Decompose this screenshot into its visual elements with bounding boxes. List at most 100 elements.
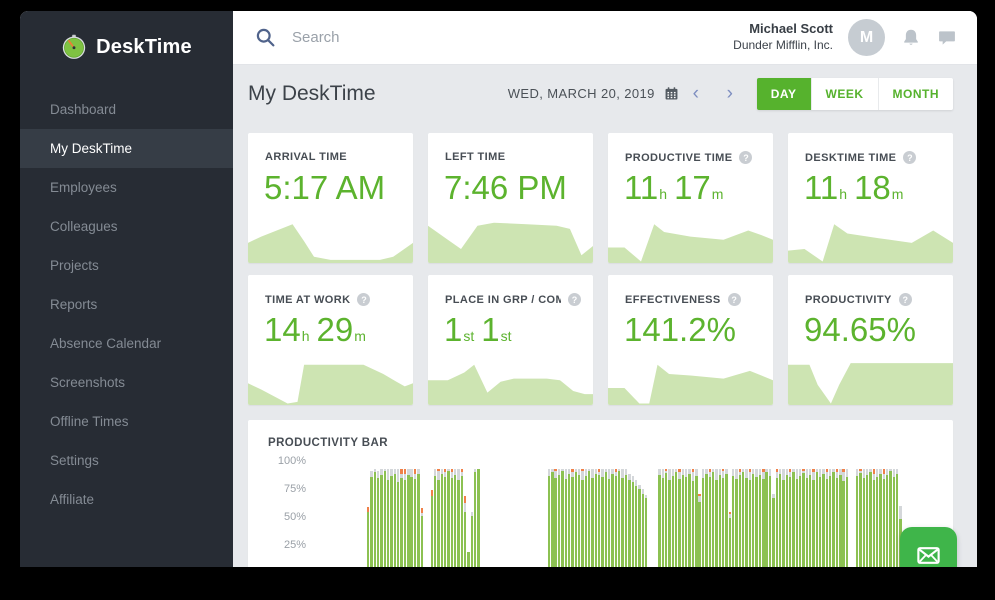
productivity-bar[interactable]	[601, 469, 604, 567]
productivity-bar[interactable]	[554, 469, 557, 567]
sidebar-item-employees[interactable]: Employees	[50, 180, 117, 195]
support-chat-button[interactable]	[900, 527, 957, 567]
next-day-chevron-icon[interactable]: ›	[726, 83, 733, 104]
productivity-bar[interactable]	[661, 469, 665, 567]
productivity-bar[interactable]	[387, 469, 390, 567]
productivity-bar[interactable]	[691, 469, 695, 567]
help-icon[interactable]: ?	[903, 151, 917, 164]
search-icon[interactable]	[255, 27, 276, 48]
productivity-bar[interactable]	[410, 469, 413, 567]
productivity-bar[interactable]	[604, 469, 608, 567]
productivity-bar[interactable]	[420, 508, 423, 567]
productivity-bar[interactable]	[584, 469, 587, 567]
productivity-bar[interactable]	[872, 469, 876, 567]
productivity-bar[interactable]	[758, 469, 762, 567]
productivity-bar[interactable]	[464, 495, 467, 567]
productivity-bar[interactable]	[397, 469, 400, 567]
calendar-icon[interactable]	[664, 86, 679, 101]
productivity-bar[interactable]	[557, 469, 561, 567]
productivity-bar[interactable]	[400, 469, 403, 567]
productivity-bar[interactable]	[839, 469, 842, 567]
productivity-bar[interactable]	[896, 469, 899, 567]
productivity-bar[interactable]	[725, 469, 728, 567]
logo[interactable]: DeskTime	[20, 28, 233, 66]
range-button-day[interactable]: DAY	[756, 77, 811, 110]
productivity-bar[interactable]	[467, 551, 470, 567]
productivity-bar[interactable]	[718, 469, 721, 567]
productivity-bar[interactable]	[782, 469, 785, 567]
productivity-bar[interactable]	[678, 469, 681, 567]
productivity-bar[interactable]	[855, 469, 859, 567]
productivity-bar[interactable]	[437, 469, 440, 567]
productivity-bar[interactable]	[470, 511, 474, 567]
productivity-bar[interactable]	[618, 469, 621, 567]
productivity-bar[interactable]	[594, 469, 598, 567]
productivity-bar[interactable]	[366, 507, 370, 567]
productivity-bar[interactable]	[772, 493, 775, 567]
productivity-bar[interactable]	[889, 469, 892, 567]
sidebar-item-screenshots[interactable]: Screenshots	[50, 375, 126, 390]
sidebar-item-projects[interactable]: Projects	[50, 258, 99, 273]
productivity-bar[interactable]	[802, 469, 805, 567]
productivity-bar[interactable]	[742, 469, 745, 567]
productivity-bar[interactable]	[715, 469, 718, 567]
productivity-bar[interactable]	[812, 469, 815, 567]
sidebar-item-reports[interactable]: Reports	[50, 297, 98, 312]
productivity-bar[interactable]	[688, 469, 691, 567]
productivity-bar[interactable]	[862, 469, 865, 567]
productivity-bar[interactable]	[477, 469, 480, 567]
productivity-bar[interactable]	[664, 469, 668, 567]
help-icon[interactable]: ?	[898, 293, 912, 306]
productivity-bar[interactable]	[403, 469, 407, 567]
productivity-bar[interactable]	[571, 469, 574, 567]
bell-icon[interactable]	[900, 27, 922, 49]
productivity-bar[interactable]	[413, 469, 417, 567]
productivity-bar[interactable]	[731, 469, 735, 567]
range-button-month[interactable]: MONTH	[877, 77, 953, 110]
productivity-bar[interactable]	[577, 469, 581, 567]
productivity-bar[interactable]	[641, 489, 644, 567]
productivity-bar[interactable]	[567, 469, 571, 567]
productivity-bar[interactable]	[815, 469, 819, 567]
help-icon[interactable]: ?	[568, 293, 581, 306]
productivity-bar[interactable]	[698, 493, 701, 567]
productivity-bar[interactable]	[708, 469, 711, 567]
productivity-bar[interactable]	[765, 469, 768, 567]
productivity-bar[interactable]	[433, 469, 437, 567]
productivity-bar[interactable]	[390, 469, 393, 567]
productivity-bar[interactable]	[591, 469, 594, 567]
productivity-bar[interactable]	[842, 469, 845, 567]
productivity-bar[interactable]	[728, 511, 731, 567]
productivity-bar[interactable]	[788, 469, 792, 567]
productivity-bar[interactable]	[447, 469, 450, 567]
productivity-bar[interactable]	[581, 469, 584, 567]
productivity-bar[interactable]	[785, 469, 788, 567]
productivity-bar[interactable]	[875, 469, 879, 567]
productivity-bar[interactable]	[564, 469, 567, 567]
productivity-bar[interactable]	[634, 480, 638, 567]
productivity-bar[interactable]	[681, 469, 685, 567]
productivity-bar[interactable]	[658, 469, 661, 567]
productivity-bar[interactable]	[457, 469, 460, 567]
productivity-bar[interactable]	[430, 490, 433, 567]
sidebar-item-offline-times[interactable]: Offline Times	[50, 414, 129, 429]
sidebar-item-my-desktime[interactable]: My DeskTime	[20, 129, 233, 168]
productivity-bar[interactable]	[865, 469, 869, 567]
productivity-bar[interactable]	[748, 469, 752, 567]
sidebar-item-dashboard[interactable]: Dashboard	[50, 102, 117, 117]
prev-day-chevron-icon[interactable]: ‹	[692, 83, 699, 104]
productivity-bar[interactable]	[407, 469, 410, 567]
productivity-bar[interactable]	[819, 469, 822, 567]
productivity-bar[interactable]	[370, 471, 373, 567]
help-icon[interactable]: ?	[739, 151, 753, 164]
productivity-bar[interactable]	[735, 469, 738, 567]
productivity-bar[interactable]	[608, 469, 611, 567]
productivity-bar[interactable]	[574, 469, 577, 567]
productivity-bar[interactable]	[869, 469, 872, 567]
productivity-bar[interactable]	[752, 469, 755, 567]
productivity-bar[interactable]	[778, 469, 782, 567]
productivity-bar[interactable]	[745, 469, 748, 567]
productivity-bar[interactable]	[675, 469, 678, 567]
productivity-bar[interactable]	[628, 473, 631, 567]
sidebar-item-absence-calendar[interactable]: Absence Calendar	[50, 336, 162, 351]
